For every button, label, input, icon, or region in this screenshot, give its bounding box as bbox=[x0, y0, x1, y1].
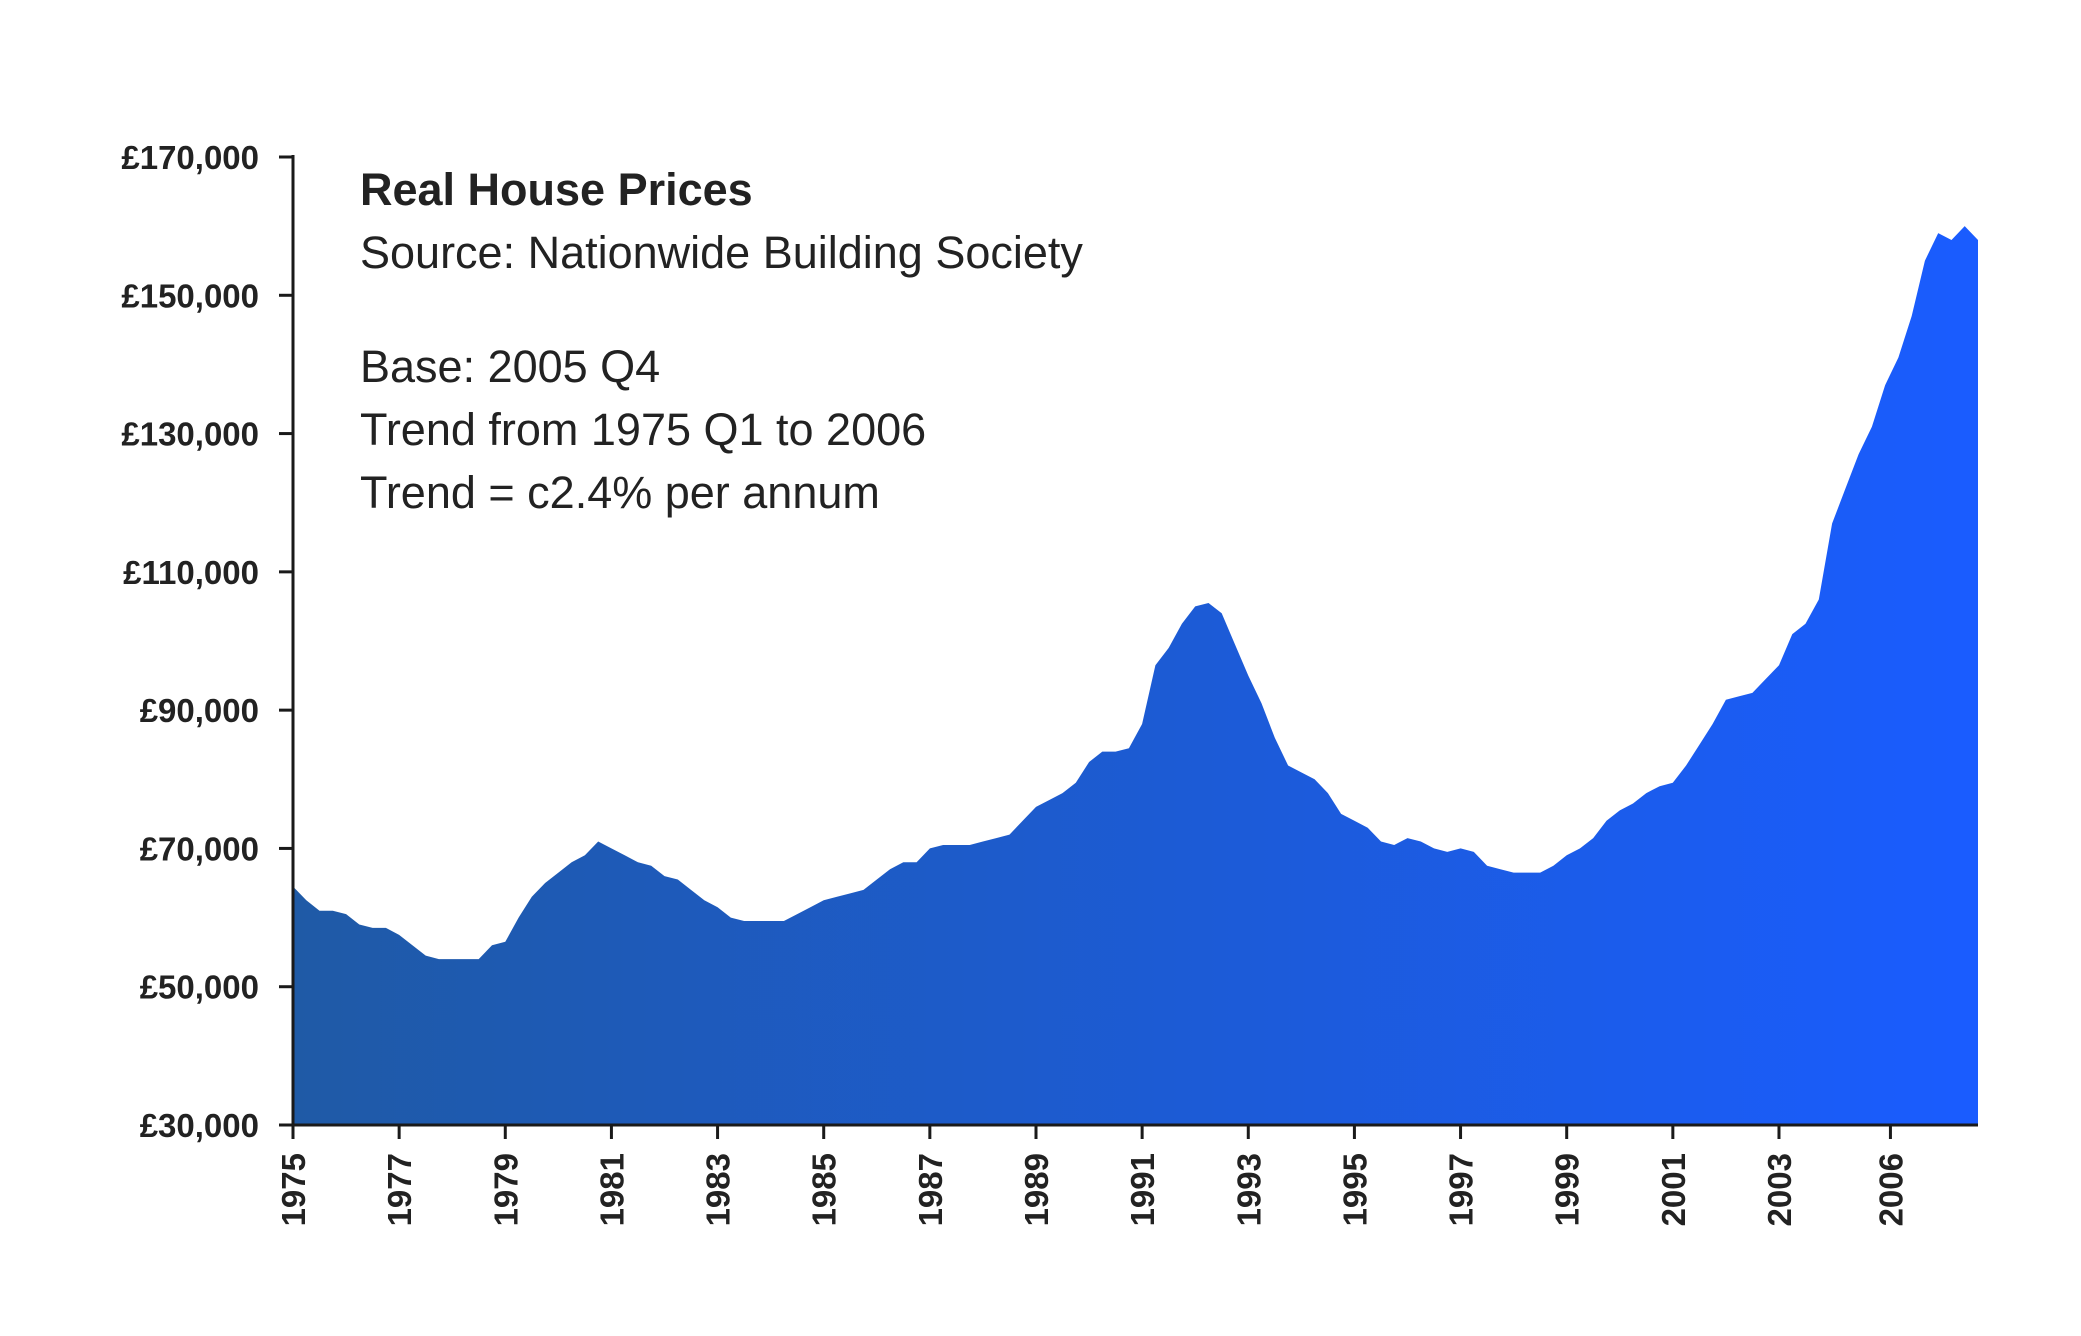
x-tick-label: 1995 bbox=[1336, 1153, 1373, 1226]
x-tick-label: 1983 bbox=[700, 1153, 737, 1226]
x-tick-label: 2006 bbox=[1872, 1153, 1909, 1226]
x-tick-label: 1993 bbox=[1230, 1153, 1267, 1226]
annotation-source: Source: Nationwide Building Society bbox=[360, 227, 1083, 278]
chart-annotation: Real House Prices Source: Nationwide Bui… bbox=[360, 164, 1083, 518]
annotation-trend-rate: Trend = c2.4% per annum bbox=[360, 467, 880, 518]
x-tick-label: 1987 bbox=[912, 1153, 949, 1226]
x-tick-label: 1985 bbox=[806, 1153, 843, 1226]
x-tick-label: 2003 bbox=[1761, 1153, 1798, 1226]
x-axis-ticks: 1975 1977 1979 1981 1983 1985 1987 1989 1991 1993… bbox=[275, 1125, 1909, 1226]
x-tick-label: 1997 bbox=[1443, 1153, 1480, 1226]
x-tick-label: 1979 bbox=[487, 1153, 524, 1226]
y-tick-label: £170,000 bbox=[121, 139, 259, 176]
axes bbox=[279, 155, 1978, 1127]
y-tick-label: £110,000 bbox=[123, 554, 259, 591]
y-tick-label: £150,000 bbox=[121, 277, 259, 314]
annotation-heading: Real House Prices bbox=[360, 164, 753, 215]
y-tick-label: £90,000 bbox=[140, 692, 259, 729]
y-tick-label: £70,000 bbox=[140, 830, 259, 867]
annotation-base: Base: 2005 Q4 bbox=[360, 341, 660, 392]
x-tick-label: 1999 bbox=[1549, 1153, 1586, 1226]
x-tick-label: 1981 bbox=[593, 1153, 630, 1226]
area-series-layer bbox=[293, 226, 1978, 1126]
y-tick-label: £30,000 bbox=[140, 1107, 259, 1144]
x-tick-label: 1975 bbox=[275, 1153, 312, 1226]
y-tick-label: £130,000 bbox=[121, 416, 259, 453]
y-axis-ticks: £30,000 £50,000 £70,000 £90,000 £110,000 £130… bbox=[121, 139, 293, 1144]
y-tick-label: £50,000 bbox=[140, 969, 259, 1006]
x-tick-label: 1991 bbox=[1124, 1153, 1161, 1226]
x-tick-label: 2001 bbox=[1655, 1153, 1692, 1226]
x-tick-label: 1989 bbox=[1018, 1153, 1055, 1226]
annotation-trend-range: Trend from 1975 Q1 to 2006 bbox=[360, 404, 926, 455]
x-tick-label: 1977 bbox=[381, 1153, 418, 1226]
real-house-price-area bbox=[293, 226, 1978, 1126]
